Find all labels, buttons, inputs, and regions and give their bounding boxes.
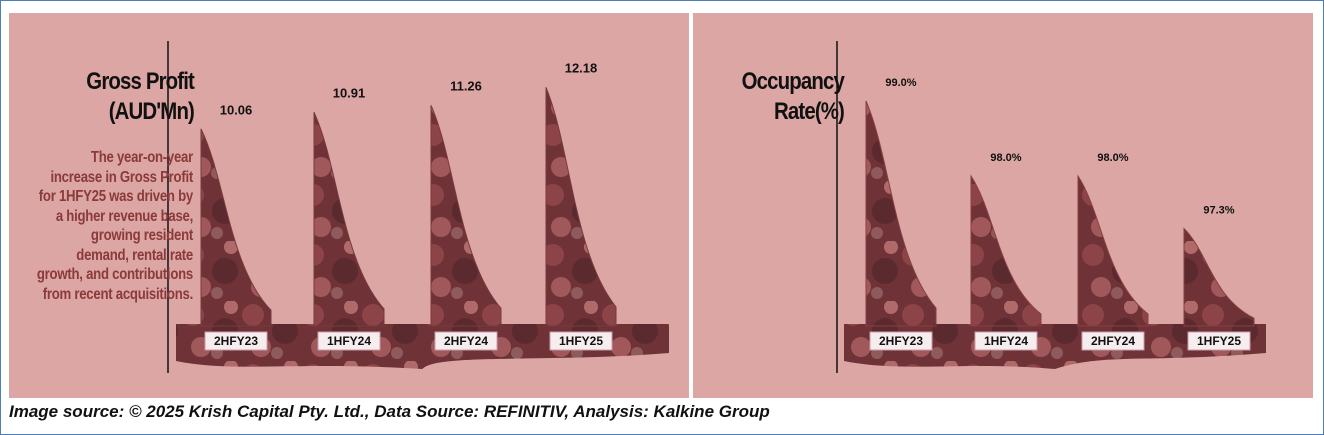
bar	[970, 174, 1042, 327]
value-label: 12.18	[565, 61, 598, 76]
bar	[1077, 174, 1149, 327]
x-tick-label: 1HFY25	[1197, 334, 1241, 348]
description: The year-on-year increase in Gross Profi…	[36, 149, 194, 303]
value-label: 98.0%	[1097, 152, 1128, 164]
value-label: 98.0%	[990, 152, 1021, 164]
category-box	[434, 331, 498, 351]
bar	[313, 111, 385, 327]
value-label: 10.06	[220, 102, 253, 117]
value-label: 10.91	[333, 86, 366, 101]
x-tick-label: 2HFY23	[214, 334, 258, 348]
x-tick-label: 1HFY24	[984, 334, 1028, 348]
x-tick-label: 2HFY24	[1091, 334, 1135, 348]
chart-title: Occupancy Rate(%)	[741, 68, 845, 125]
source: Image source: © 2025 Krish Capital Pty. …	[9, 402, 770, 421]
bar	[1183, 227, 1255, 327]
value-label: 99.0%	[885, 77, 916, 89]
category-box	[204, 331, 268, 351]
bar	[430, 105, 502, 327]
bar	[865, 100, 937, 327]
x-tick-label: 1HFY25	[559, 334, 603, 348]
category-strip	[176, 324, 669, 369]
category-strip	[844, 324, 1266, 369]
value-label: 11.26	[450, 79, 482, 94]
x-tick-label: 2HFY23	[879, 334, 923, 348]
category-box	[974, 331, 1038, 351]
category-box	[1081, 331, 1145, 351]
x-tick-label: 2HFY24	[444, 334, 488, 348]
bar	[545, 87, 617, 327]
category-box	[1187, 331, 1251, 351]
value-label: 97.3%	[1203, 204, 1234, 216]
category-box	[869, 331, 933, 351]
x-tick-label: 1HFY24	[327, 334, 371, 348]
bar	[200, 128, 272, 327]
category-box	[549, 331, 613, 351]
category-box	[317, 331, 381, 351]
chart-title: Gross Profit (AUD'Mn)	[86, 68, 195, 125]
